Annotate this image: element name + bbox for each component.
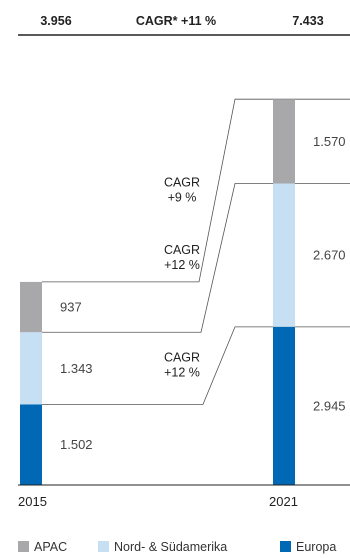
cagr-label-europa: CAGR +12 % [164,351,200,380]
value-label-apac-2015: 937 [60,300,82,315]
cagr-labels: CAGR +9 % CAGR +12 % CAGR +12 % [164,176,200,380]
value-label-apac-2021: 1.570 [313,134,346,149]
bar-apac-2015 [20,281,42,333]
legend-label-nord-s-damerika: Nord- & Südamerika [114,540,227,554]
x-tick-2021: 2021 [269,494,298,509]
bar-nord-s-damerika-2021 [273,183,295,327]
legend-swatch-apac [18,541,29,552]
legend-swatch-europa [280,541,291,552]
legend: APAC Nord- & Südamerika Europa [18,540,336,554]
cagr-label-apac: CAGR +9 % [164,176,200,205]
total-2021-label: 7.433 [292,14,323,28]
segment-value-labels: 1.502 1.343 937 2.945 2.670 1.570 [60,134,346,452]
value-label-europa-2015: 1.502 [60,437,93,452]
bar-nord-s-damerika-2015 [20,332,42,405]
value-label-nord-s-damerika-2021: 2.670 [313,248,346,263]
header: 3.956 CAGR* +11 % 7.433 [18,14,350,36]
legend-label-apac: APAC [34,540,67,554]
total-2015-label: 3.956 [40,14,71,28]
bar-europa-2021 [273,326,295,485]
value-label-nord-s-damerika-2015: 1.343 [60,361,93,376]
bars [20,99,295,485]
bar-apac-2021 [273,99,295,184]
x-tick-2015: 2015 [18,494,47,509]
legend-swatch-nord-s-damerika [98,541,109,552]
value-label-europa-2021: 2.945 [313,398,346,413]
total-cagr-label: CAGR* +11 % [136,14,216,28]
legend-label-europa: Europa [296,540,336,554]
bar-europa-2015 [20,404,42,485]
cagr-label-nord-s-damerika: CAGR +12 % [164,243,200,272]
x-tick-labels: 2015 2021 [18,494,298,509]
